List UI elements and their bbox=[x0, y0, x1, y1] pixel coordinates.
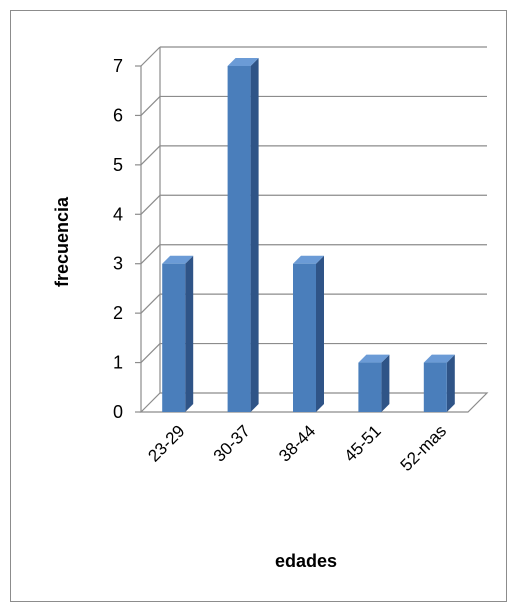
y-tick-label: 2 bbox=[113, 303, 123, 323]
gridline-depth bbox=[140, 145, 161, 166]
y-tick-label: 1 bbox=[113, 353, 123, 373]
bar-side bbox=[250, 58, 259, 412]
x-category-label: 45-51 bbox=[341, 421, 385, 465]
bar-side bbox=[446, 354, 455, 412]
bar-top bbox=[358, 354, 390, 363]
bar-top bbox=[293, 255, 324, 264]
gridline-depth bbox=[140, 194, 161, 215]
y-axis-title: frecuencia bbox=[52, 196, 72, 287]
bars bbox=[162, 58, 455, 412]
gridline-depth bbox=[140, 96, 161, 116]
gridline-depth bbox=[140, 244, 161, 265]
y-tick-label: 5 bbox=[113, 155, 123, 175]
bar-front bbox=[162, 263, 186, 412]
bar bbox=[358, 354, 390, 412]
y-tick-label: 0 bbox=[113, 402, 123, 422]
bar bbox=[423, 354, 455, 412]
bar-front bbox=[423, 362, 447, 412]
bar-top bbox=[162, 255, 194, 264]
x-category-label: 38-44 bbox=[275, 421, 319, 465]
bar-side bbox=[185, 255, 194, 412]
bar bbox=[293, 255, 324, 412]
y-tick-label: 3 bbox=[113, 254, 123, 274]
y-tick-label: 7 bbox=[113, 56, 123, 76]
y-tick-label: 6 bbox=[113, 105, 123, 125]
bar bbox=[162, 255, 194, 412]
bar-front bbox=[293, 263, 316, 412]
gridline-depth bbox=[140, 46, 161, 67]
bar-side bbox=[381, 354, 390, 412]
bar bbox=[227, 58, 259, 412]
y-axis-ticks: 0 1 2 3 4 5 6 7 bbox=[113, 56, 123, 422]
x-category-label: 30-37 bbox=[210, 421, 254, 465]
x-axis-categories: 23-29 30-37 38-44 45-51 52-mas bbox=[144, 421, 450, 475]
y-tick-label: 4 bbox=[113, 204, 123, 224]
gridline-depth bbox=[140, 343, 161, 363]
x-category-label: 23-29 bbox=[144, 421, 188, 465]
x-axis-title: edades bbox=[275, 551, 337, 571]
bar-side bbox=[316, 255, 324, 412]
bar-top bbox=[227, 58, 259, 66]
x-category-label: 52-mas bbox=[397, 421, 451, 475]
bar-front bbox=[227, 66, 251, 412]
bar-front bbox=[358, 362, 382, 412]
gridline-depth bbox=[140, 293, 161, 314]
bar-top bbox=[423, 354, 455, 363]
